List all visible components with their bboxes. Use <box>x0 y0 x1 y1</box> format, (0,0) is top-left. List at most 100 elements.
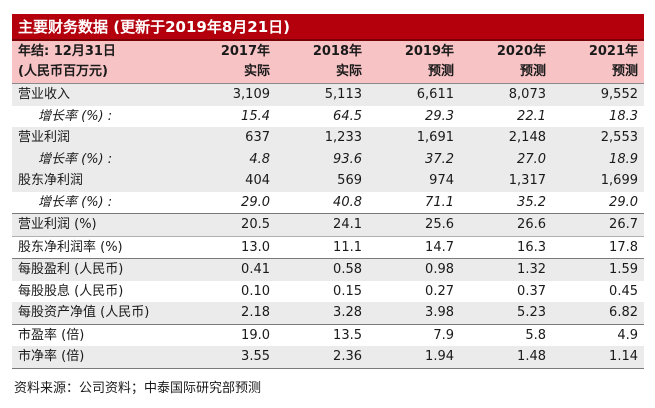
row-value: 29.0 <box>609 194 638 210</box>
row-value: 1.59 <box>552 258 644 281</box>
row-value: 71.1 <box>425 194 454 210</box>
row-value: 6.82 <box>609 305 638 320</box>
table-row: 增长率 (%) : 4.8 93.6 37.2 27.0 18.9 <box>12 148 644 170</box>
row-value: 40.8 <box>333 194 362 210</box>
row-value: 26.7 <box>552 213 644 236</box>
row-value: 5.23 <box>517 305 546 320</box>
row-value: 29.0 <box>241 194 270 210</box>
row-value: 1.32 <box>460 258 552 281</box>
row-value: 1,699 <box>600 173 638 188</box>
row-value: 3.28 <box>333 305 362 320</box>
row-label: 每股盈利 (人民币) <box>12 258 184 281</box>
table-row: 每股股息 (人民币) 0.10 0.15 0.27 0.37 0.45 <box>12 281 644 303</box>
table-row: 每股资产净值 (人民币) 2.18 3.28 3.98 5.23 6.82 <box>12 302 644 324</box>
row-label: 增长率 (%) : <box>38 151 113 167</box>
table-row: 增长率 (%) : 15.4 64.5 29.3 22.1 18.3 <box>12 106 644 128</box>
row-value: 14.7 <box>368 235 460 259</box>
header-row-types: (人民币百万元) 实际 实际 预测 预测 预测 <box>12 61 644 84</box>
row-value: 1.48 <box>460 346 552 369</box>
row-value: 0.10 <box>241 283 270 299</box>
row-value: 20.5 <box>184 213 276 236</box>
row-value: 0.37 <box>517 283 546 299</box>
row-value: 637 <box>245 130 270 145</box>
row-value: 5,113 <box>324 87 362 102</box>
row-value: 93.6 <box>333 151 362 167</box>
row-label: 营业收入 <box>18 87 71 102</box>
row-label: 市净率 (倍) <box>12 346 184 369</box>
row-value: 0.58 <box>276 258 368 281</box>
row-value: 1.94 <box>368 346 460 369</box>
row-value: 7.9 <box>368 323 460 346</box>
row-label: 增长率 (%) : <box>38 108 113 124</box>
row-value: 5.8 <box>460 323 552 346</box>
row-value: 19.0 <box>184 323 276 346</box>
table-row: 市净率 (倍) 3.55 2.36 1.94 1.48 1.14 <box>12 346 644 369</box>
row-value: 974 <box>429 173 454 188</box>
table-body: 营业收入 3,109 5,113 6,611 8,073 9,552 增长率 (%) : 15… <box>12 83 644 369</box>
row-value: 27.0 <box>517 151 546 167</box>
row-value: 11.1 <box>276 235 368 259</box>
row-value: 29.3 <box>425 108 454 124</box>
row-value: 2.18 <box>241 305 270 320</box>
table-row: 股东净利润 404 569 974 1,317 1,699 <box>12 170 644 192</box>
header-row-years: 年结: 12月31日 2017年 2018年 2019年 2020年 2021年 <box>12 41 644 61</box>
header-type-2019: 预测 <box>368 61 460 84</box>
table-row: 营业利润 (%) 20.5 24.1 25.6 26.6 26.7 <box>12 213 644 236</box>
row-value: 1,317 <box>508 173 546 188</box>
row-label: 市盈率 (倍) <box>12 323 184 346</box>
table-row: 股东净利润率 (%) 13.0 11.1 14.7 16.3 17.8 <box>12 235 644 259</box>
row-value: 9,552 <box>600 87 638 102</box>
header-type-2021: 预测 <box>552 61 644 84</box>
table-header: 年结: 12月31日 2017年 2018年 2019年 2020年 2021年… <box>12 41 644 84</box>
row-label: 增长率 (%) : <box>38 194 113 210</box>
row-value: 25.6 <box>368 213 460 236</box>
header-year-2019: 2019年 <box>404 44 454 59</box>
row-label: 营业利润 <box>18 130 71 145</box>
header-year-2021: 2021年 <box>588 44 638 59</box>
row-label: 股东净利润率 (%) <box>12 235 184 259</box>
row-value: 1.14 <box>552 346 644 369</box>
row-value: 26.6 <box>460 213 552 236</box>
row-value: 3.98 <box>425 305 454 320</box>
row-value: 3,109 <box>232 87 270 102</box>
row-value: 13.5 <box>276 323 368 346</box>
header-type-2017: 实际 <box>184 61 276 84</box>
table-title: 主要财务数据 (更新于2019年8月21日) <box>12 14 644 41</box>
row-value: 18.3 <box>609 108 638 124</box>
row-value: 16.3 <box>460 235 552 259</box>
header-year-2017: 2017年 <box>220 44 270 59</box>
row-value: 2.36 <box>276 346 368 369</box>
row-value: 0.41 <box>184 258 276 281</box>
row-value: 8,073 <box>508 87 546 102</box>
row-value: 1,691 <box>416 130 454 145</box>
row-value: 0.27 <box>425 283 454 299</box>
row-value: 0.15 <box>333 283 362 299</box>
row-value: 4.8 <box>249 151 270 167</box>
row-value: 24.1 <box>276 213 368 236</box>
header-year-2018: 2018年 <box>312 44 362 59</box>
row-value: 22.1 <box>517 108 546 124</box>
row-value: 404 <box>245 173 270 188</box>
row-value: 2,553 <box>600 130 638 145</box>
row-label: 每股股息 (人民币) <box>18 283 124 299</box>
row-value: 13.0 <box>184 235 276 259</box>
header-label-unit: (人民币百万元) <box>12 61 184 84</box>
row-value: 0.45 <box>609 283 638 299</box>
table-row: 每股盈利 (人民币) 0.41 0.58 0.98 1.32 1.59 <box>12 258 644 281</box>
table-row: 营业利润 637 1,233 1,691 2,148 2,553 <box>12 127 644 149</box>
row-value: 3.55 <box>184 346 276 369</box>
header-year-2020: 2020年 <box>496 44 546 59</box>
row-value: 15.4 <box>241 108 270 124</box>
header-type-2018: 实际 <box>276 61 368 84</box>
row-value: 569 <box>337 173 362 188</box>
row-label: 每股资产净值 (人民币) <box>18 305 150 320</box>
financial-data-table: 年结: 12月31日 2017年 2018年 2019年 2020年 2021年… <box>12 41 644 369</box>
row-value: 64.5 <box>333 108 362 124</box>
row-value: 1,233 <box>324 130 362 145</box>
row-value: 35.2 <box>517 194 546 210</box>
row-value: 2,148 <box>508 130 546 145</box>
row-value: 4.9 <box>552 323 644 346</box>
source-note: 资料来源：公司资料；中泰国际研究部预测 <box>14 380 262 396</box>
table-row: 增长率 (%) : 29.0 40.8 71.1 35.2 29.0 <box>12 192 644 214</box>
financial-summary-panel: 主要财务数据 (更新于2019年8月21日) 年结: 12月31日 2017年 … <box>12 14 644 396</box>
